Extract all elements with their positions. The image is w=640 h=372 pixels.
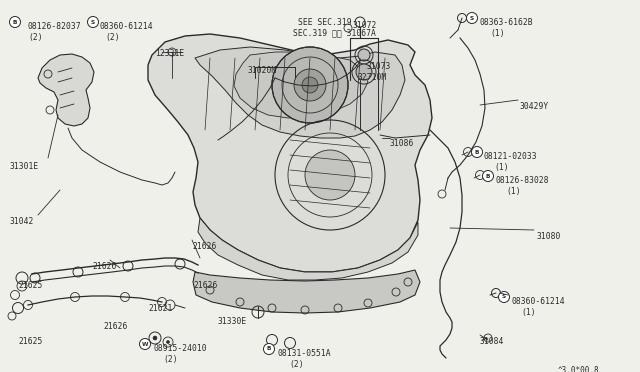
Polygon shape bbox=[195, 47, 405, 138]
Text: ^3.0*00.8: ^3.0*00.8 bbox=[558, 366, 600, 372]
Circle shape bbox=[472, 147, 483, 157]
Text: 21626: 21626 bbox=[192, 242, 216, 251]
Text: 31086: 31086 bbox=[390, 139, 414, 148]
Text: 31084: 31084 bbox=[480, 337, 504, 346]
Circle shape bbox=[88, 16, 99, 28]
Polygon shape bbox=[148, 34, 432, 272]
Text: (1): (1) bbox=[490, 29, 504, 38]
Circle shape bbox=[305, 150, 355, 200]
Text: SEC.319 老图 31067A: SEC.319 老图 31067A bbox=[293, 28, 376, 37]
Text: SEE SEC.319: SEE SEC.319 bbox=[298, 18, 351, 27]
Text: 31042: 31042 bbox=[10, 217, 35, 226]
Text: (1): (1) bbox=[506, 187, 520, 196]
Text: W: W bbox=[141, 341, 148, 346]
Text: (2): (2) bbox=[28, 33, 43, 42]
Circle shape bbox=[499, 292, 509, 302]
Circle shape bbox=[153, 336, 157, 340]
Text: 21626: 21626 bbox=[103, 322, 127, 331]
Circle shape bbox=[166, 340, 170, 343]
Text: 31072: 31072 bbox=[353, 21, 378, 30]
Text: 21621: 21621 bbox=[148, 304, 172, 313]
Text: (2): (2) bbox=[163, 355, 178, 364]
Circle shape bbox=[294, 69, 326, 101]
Text: B: B bbox=[475, 150, 479, 154]
Text: (2): (2) bbox=[105, 33, 120, 42]
Text: 31330E: 31330E bbox=[218, 317, 247, 326]
Circle shape bbox=[272, 47, 348, 123]
Circle shape bbox=[358, 49, 370, 61]
Text: 08126-83028: 08126-83028 bbox=[496, 176, 550, 185]
Text: 08360-61214: 08360-61214 bbox=[511, 297, 564, 306]
Text: S: S bbox=[502, 295, 506, 299]
Circle shape bbox=[264, 343, 275, 355]
Text: (1): (1) bbox=[494, 163, 509, 172]
Circle shape bbox=[10, 16, 20, 28]
Circle shape bbox=[356, 64, 372, 80]
Polygon shape bbox=[234, 52, 368, 118]
Text: 21626: 21626 bbox=[92, 262, 116, 271]
Text: 08363-6162B: 08363-6162B bbox=[480, 18, 534, 27]
Polygon shape bbox=[38, 54, 94, 126]
Text: 21625: 21625 bbox=[18, 281, 42, 290]
Polygon shape bbox=[193, 270, 420, 313]
Text: 08126-82037: 08126-82037 bbox=[28, 22, 82, 31]
Text: B: B bbox=[486, 173, 490, 179]
Circle shape bbox=[467, 13, 477, 23]
Text: S: S bbox=[470, 16, 474, 20]
Text: 31080: 31080 bbox=[537, 232, 561, 241]
Text: B: B bbox=[13, 19, 17, 25]
Text: B: B bbox=[267, 346, 271, 352]
Text: (1): (1) bbox=[521, 308, 536, 317]
Text: S: S bbox=[91, 19, 95, 25]
Text: 08915-24010: 08915-24010 bbox=[153, 344, 207, 353]
Polygon shape bbox=[198, 218, 418, 280]
Text: 31020M: 31020M bbox=[248, 66, 277, 75]
Text: 30429Y: 30429Y bbox=[520, 102, 549, 111]
Text: (2): (2) bbox=[289, 360, 303, 369]
Text: 12331E: 12331E bbox=[155, 49, 184, 58]
Circle shape bbox=[140, 339, 150, 350]
Text: 08360-61214: 08360-61214 bbox=[100, 22, 154, 31]
Text: 08131-0551A: 08131-0551A bbox=[278, 349, 332, 358]
Text: 31073: 31073 bbox=[367, 62, 392, 71]
Text: 31301E: 31301E bbox=[10, 162, 39, 171]
Text: 21626: 21626 bbox=[193, 281, 218, 290]
Text: 21625: 21625 bbox=[18, 337, 42, 346]
Text: 32710M: 32710M bbox=[358, 73, 387, 82]
Circle shape bbox=[302, 77, 318, 93]
Circle shape bbox=[483, 170, 493, 182]
Text: 08121-02033: 08121-02033 bbox=[484, 152, 538, 161]
